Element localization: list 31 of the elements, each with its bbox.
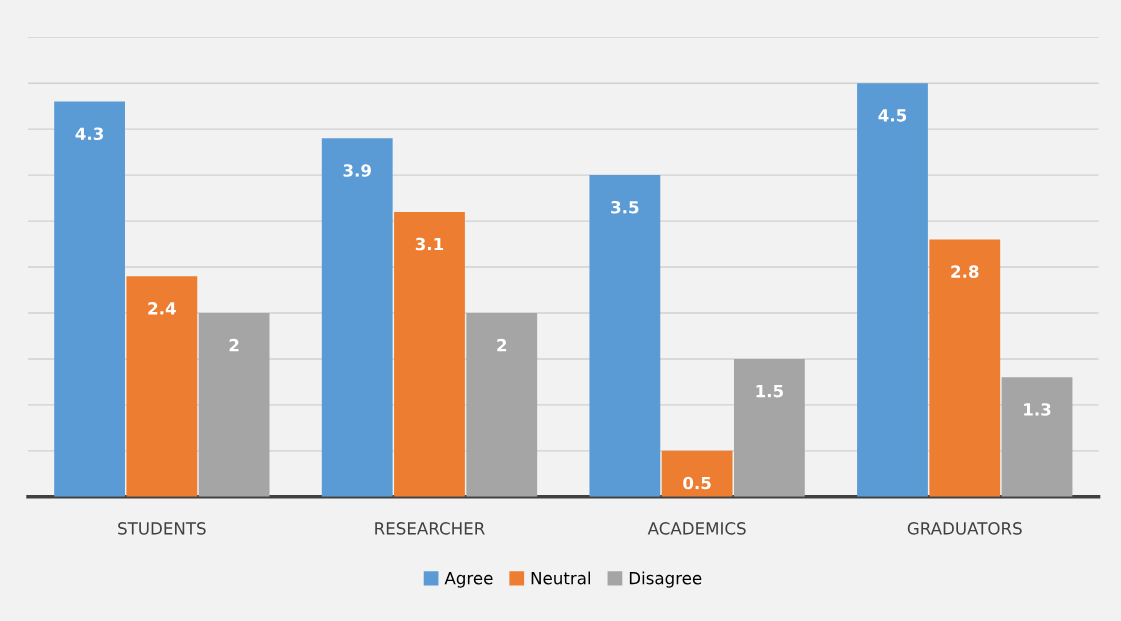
data-label: 1.3 <box>1024 403 1051 416</box>
x-tick-label: STUDENTS <box>118 522 206 535</box>
bar <box>466 312 538 497</box>
data-label: 3.9 <box>343 164 371 177</box>
legend-label: Disagree <box>629 571 702 588</box>
bar <box>589 175 661 497</box>
data-label: 2.4 <box>148 302 176 315</box>
bar <box>929 239 1001 497</box>
bar <box>126 276 198 497</box>
x-tick-label: GRADUATORS <box>907 522 1022 535</box>
legend-label: Agree <box>444 572 493 588</box>
data-label: 1.5 <box>756 384 783 398</box>
bar <box>1001 377 1073 497</box>
bar <box>321 138 393 497</box>
data-label: 3.5 <box>611 200 639 214</box>
data-label: 0.5 <box>683 476 711 490</box>
bar <box>394 211 465 497</box>
bar <box>661 450 733 497</box>
data-label: 2.8 <box>951 265 979 278</box>
legend-label: Neutral <box>531 571 591 585</box>
data-label: 2 <box>497 338 507 352</box>
x-tick-label: RESEARCHER <box>375 522 485 535</box>
data-label: 3.1 <box>415 237 444 251</box>
data-label: 4.5 <box>878 109 907 122</box>
data-label: 2 <box>229 338 239 352</box>
bar <box>733 358 805 497</box>
bar <box>54 101 125 497</box>
bar <box>857 83 928 497</box>
data-label: 4.3 <box>75 127 104 141</box>
x-tick-label: ACADEMICS <box>647 522 746 535</box>
bar <box>198 312 270 497</box>
